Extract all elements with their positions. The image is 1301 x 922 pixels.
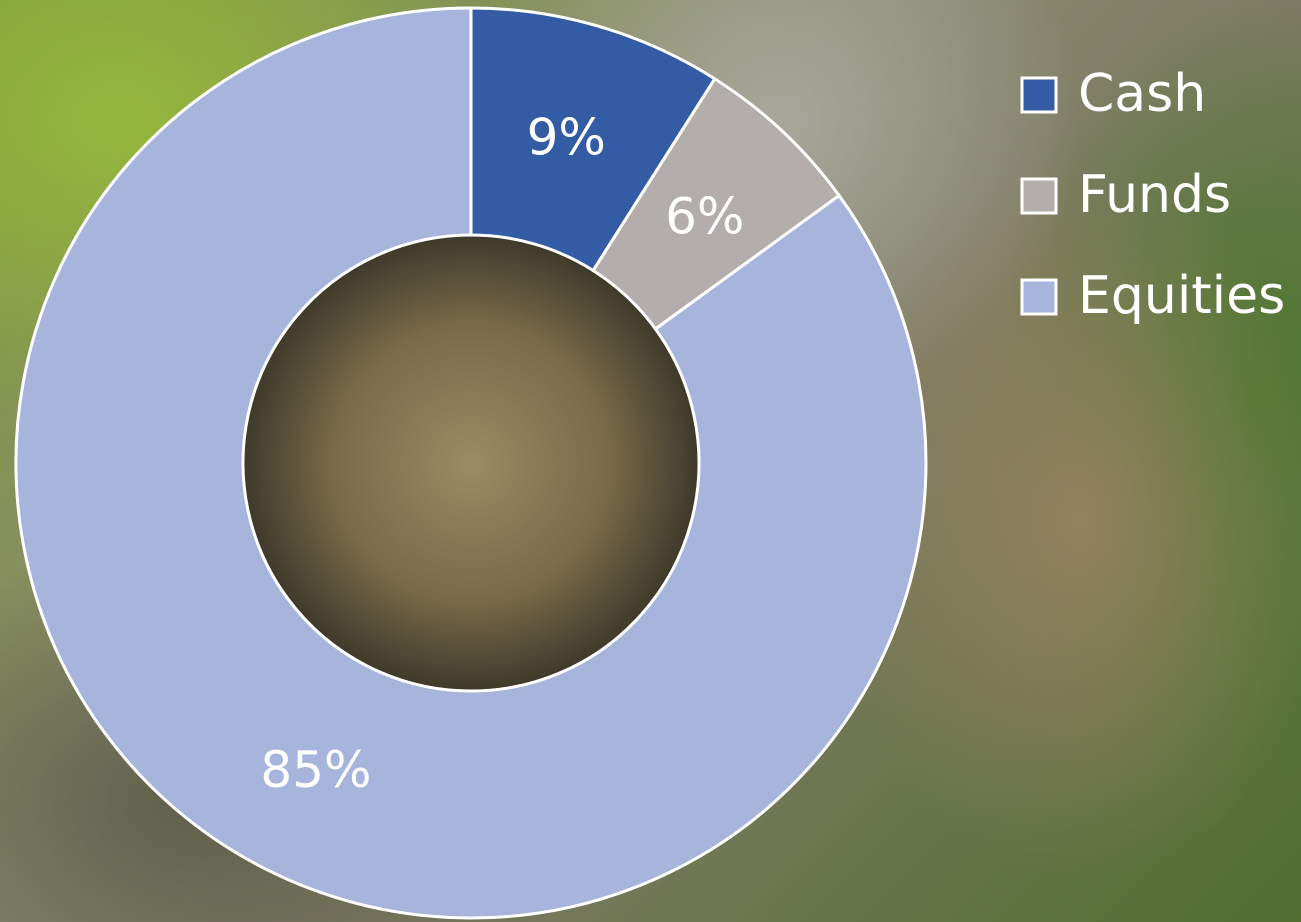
legend-swatch	[1020, 278, 1058, 316]
legend-label: Cash	[1078, 64, 1206, 124]
donut-hole	[243, 235, 699, 691]
data-label: 9%	[527, 109, 606, 167]
legend-swatch	[1020, 76, 1058, 114]
legend-swatch	[1020, 177, 1058, 215]
data-label: 6%	[665, 188, 744, 246]
donut-segment	[14, 6, 928, 920]
legend-label: Funds	[1078, 165, 1231, 225]
data-label: 85%	[260, 741, 371, 799]
legend-label: Equities	[1078, 266, 1285, 326]
